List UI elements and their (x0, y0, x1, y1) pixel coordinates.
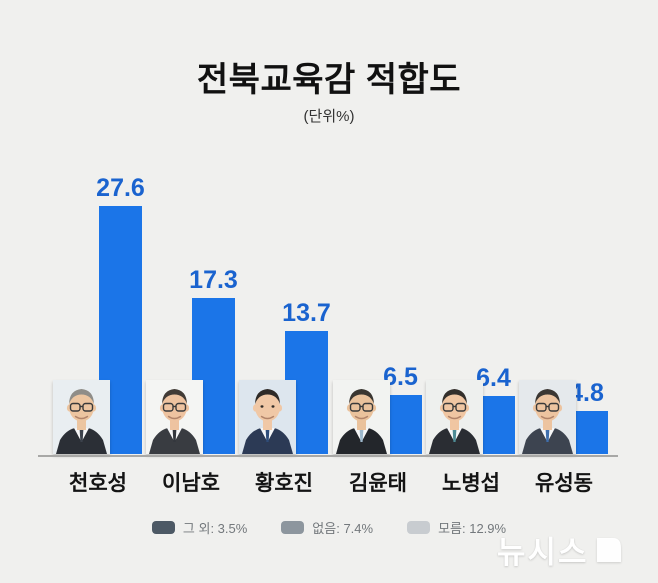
unit-note: (단위%) (303, 108, 355, 125)
candidate-photo (426, 380, 483, 454)
person-avatar-icon (53, 380, 110, 454)
candidate-photo (519, 380, 576, 454)
person-avatar-icon (239, 380, 296, 454)
newsis-watermark: 뉴시스 (497, 527, 624, 572)
candidate-name-label: 노병섭 (442, 472, 500, 495)
bar-value-label: 17.3 (189, 266, 238, 294)
legend-swatch-icon (151, 521, 175, 534)
newsis-watermark-text: 뉴시스 (497, 535, 589, 570)
x-axis-line (38, 455, 618, 457)
legend-item: 모름: 12.9% (407, 518, 506, 537)
candidate-name-label: 황호진 (255, 472, 313, 495)
legend-item: 없음: 7.4% (281, 518, 373, 537)
legend-item: 그 외: 3.5% (151, 518, 248, 537)
candidate-photo (239, 380, 296, 454)
person-avatar-icon (146, 380, 203, 454)
legend: 그 외: 3.5% 없음: 7.4% 모름: 12.9% (0, 518, 658, 537)
legend-label: 모름: 12.9% (438, 521, 507, 536)
person-avatar-icon (426, 380, 483, 454)
person-avatar-icon (519, 380, 576, 454)
newsis-logo-icon (596, 537, 621, 562)
candidate-photo (146, 380, 203, 454)
bar-value-label: 13.7 (282, 299, 331, 327)
legend-swatch-icon (407, 521, 431, 534)
candidate-photo (333, 380, 390, 454)
bar-value-label: 27.6 (96, 174, 145, 202)
candidate-photo (53, 380, 110, 454)
candidate-name-label: 유성동 (535, 472, 593, 495)
candidate-name-label: 천호성 (69, 472, 127, 495)
person-avatar-icon (333, 380, 390, 454)
candidate-name-label: 이남호 (162, 472, 220, 495)
page-title: 전북교육감 적합도 (196, 61, 462, 99)
legend-swatch-icon (281, 521, 305, 534)
legend-label: 그 외: 3.5% (182, 521, 248, 536)
legend-label: 없음: 7.4% (312, 521, 374, 536)
candidate-name-label: 김윤태 (349, 472, 407, 495)
